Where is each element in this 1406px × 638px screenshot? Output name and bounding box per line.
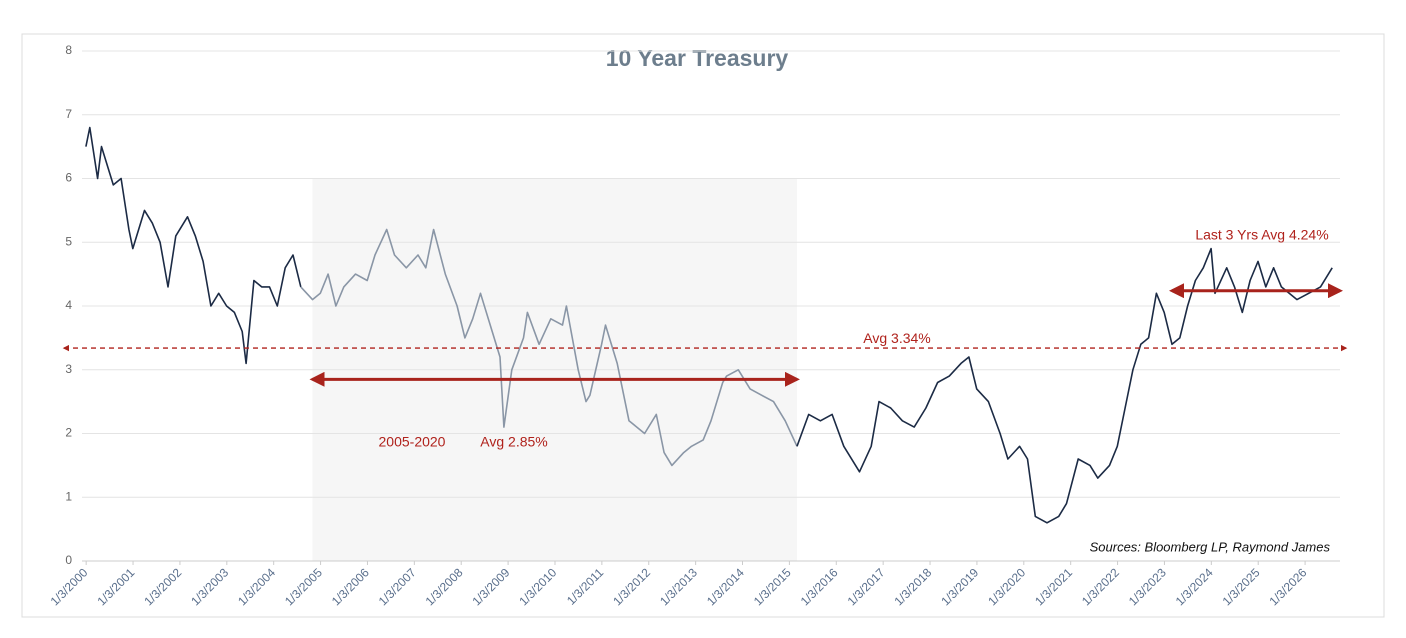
y-tick-label: 0: [65, 553, 72, 567]
reference-label: Last 3 Yrs Avg 4.24%: [1195, 227, 1328, 243]
y-tick-label: 1: [65, 489, 72, 503]
line-series: [300, 228, 798, 467]
y-tick-label: 2: [65, 426, 72, 440]
source-note: Sources: Bloomberg LP, Raymond James: [1090, 539, 1331, 554]
y-tick-label: 6: [65, 171, 72, 185]
y-tick-label: 3: [65, 362, 72, 376]
chart-title: 10 Year Treasury: [606, 45, 789, 71]
reference-label: Avg 2.85%: [480, 434, 547, 450]
y-tick-label: 7: [65, 107, 72, 121]
period-label: 2005-2020: [379, 434, 446, 450]
y-tick-label: 8: [65, 43, 72, 57]
y-tick-label: 4: [65, 298, 72, 312]
y-tick-label: 5: [65, 234, 72, 248]
line-series: [85, 126, 302, 365]
reference-label: Avg 3.34%: [863, 330, 930, 346]
